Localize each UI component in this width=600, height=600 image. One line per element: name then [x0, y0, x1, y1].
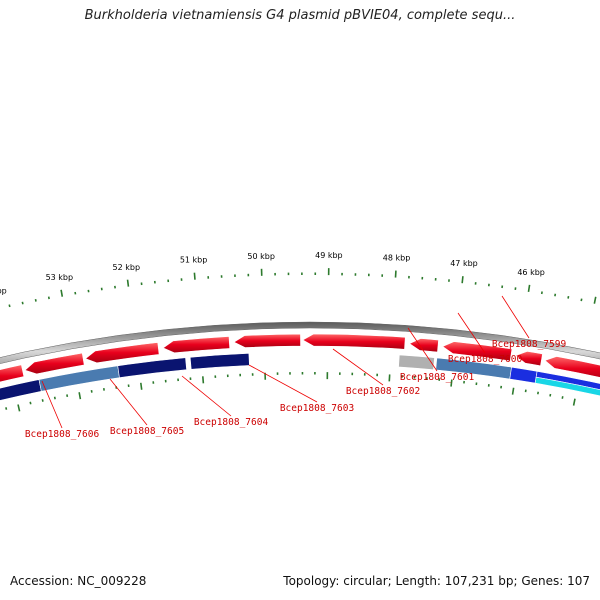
cds-band — [189, 353, 250, 370]
gene-arrow — [442, 341, 513, 362]
scale-tick — [140, 382, 143, 390]
gene-track — [0, 333, 600, 383]
gene-arrow — [233, 333, 301, 348]
accession-text: Accession: NC_009228 — [10, 574, 147, 588]
cds-band — [117, 357, 187, 378]
topology-summary: Topology: circular; Length: 107,231 bp; … — [283, 574, 590, 588]
scale-tick — [202, 376, 205, 384]
scale-ticks: 46 kbp 47 kbp 48 kbp 49 kbp 50 kbp 51 kbp 52 k… — [0, 251, 597, 412]
label-leader — [181, 375, 232, 417]
gene-label: Bcep1808_7606 — [25, 429, 100, 440]
kbp-label: 51 kbp — [180, 256, 208, 265]
kbp-label: 49 kbp — [315, 251, 343, 260]
cds-band — [534, 376, 600, 397]
kbp-label: 47 kbp — [450, 259, 478, 268]
plasmid-backbone — [0, 321, 600, 364]
gene-label: Bcep1808_7599 — [492, 339, 567, 350]
gene-arrow — [302, 333, 406, 350]
kbp-label: 46 kbp — [517, 268, 545, 277]
scale-tick — [8, 304, 11, 308]
kbp-label: 53 kbp — [46, 273, 74, 282]
scale-tick — [593, 296, 597, 304]
gene-arrow — [408, 338, 439, 353]
gene-labels: Bcep1808_7599 Bcep1808_7600 Bcep1808_7601 B… — [25, 295, 567, 440]
scale-tick — [527, 284, 531, 292]
gene-label: Bcep1808_7605 — [110, 426, 184, 437]
gene-arrow — [162, 336, 231, 354]
backbone-layer — [0, 321, 600, 364]
scale-tick — [60, 289, 64, 297]
scale-tick — [17, 404, 21, 412]
label-leader — [457, 312, 486, 354]
label-leader — [407, 327, 438, 372]
kbp-label: 48 kbp — [383, 254, 411, 263]
scale-tick — [572, 398, 576, 406]
label-leader — [248, 364, 318, 403]
gene-arrow — [24, 352, 85, 375]
gene-label: Bcep1808_7603 — [280, 403, 354, 414]
scale-tick — [450, 379, 453, 387]
cds-track — [0, 353, 600, 401]
label-leader — [501, 295, 530, 339]
label-leader — [109, 378, 148, 426]
scale-tick — [41, 399, 44, 402]
label-leader — [41, 380, 63, 429]
scale-tick — [126, 279, 130, 287]
kbp-label: 50 kbp — [247, 252, 275, 261]
scale-tick — [29, 401, 32, 405]
map-title: Burkholderia vietnamiensis G4 plasmid pB… — [84, 8, 516, 23]
cds-band — [509, 366, 538, 384]
gene-label: Bcep1808_7601 — [400, 372, 475, 383]
gene-arrow — [544, 356, 600, 378]
gene-label: Bcep1808_7604 — [194, 417, 269, 428]
scale-tick — [78, 392, 82, 400]
gene-label: Bcep1808_7602 — [346, 386, 420, 397]
gene-arrow — [515, 351, 543, 367]
scale-tick — [511, 387, 515, 395]
label-leader — [332, 348, 384, 386]
gene-arrow — [84, 342, 160, 364]
scale-tick — [21, 301, 24, 305]
scale-tick — [461, 276, 464, 284]
kbp-label: 52 kbp — [113, 263, 141, 272]
scale-tick — [5, 407, 8, 410]
gene-arrow — [0, 364, 25, 383]
cds-band — [0, 379, 42, 401]
scale-tick — [193, 272, 196, 280]
kbp-label: 54 kbp — [0, 286, 7, 295]
gene-label: Bcep1808_7600 — [448, 354, 523, 365]
cds-band — [398, 354, 435, 371]
